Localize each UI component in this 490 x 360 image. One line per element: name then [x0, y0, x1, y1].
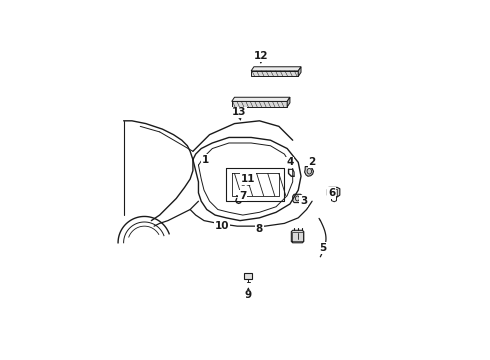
Text: 4: 4: [286, 157, 294, 167]
Polygon shape: [292, 230, 304, 243]
Text: 7: 7: [239, 191, 246, 201]
Polygon shape: [245, 273, 252, 279]
Text: 1: 1: [202, 155, 209, 165]
Polygon shape: [305, 167, 314, 176]
Polygon shape: [327, 187, 340, 197]
Text: 9: 9: [245, 291, 252, 301]
Polygon shape: [251, 67, 301, 71]
Text: 10: 10: [215, 221, 229, 231]
Text: 2: 2: [309, 157, 316, 167]
Text: 3: 3: [300, 196, 307, 206]
Polygon shape: [251, 71, 298, 76]
Text: 6: 6: [328, 188, 335, 198]
Text: 11: 11: [241, 174, 256, 184]
Text: 12: 12: [254, 51, 268, 61]
Text: 8: 8: [256, 224, 263, 234]
Polygon shape: [287, 97, 290, 107]
Polygon shape: [232, 97, 290, 102]
Text: 5: 5: [319, 243, 327, 253]
Text: 13: 13: [231, 108, 246, 117]
Polygon shape: [298, 67, 301, 76]
Polygon shape: [293, 194, 302, 203]
Polygon shape: [232, 102, 287, 107]
